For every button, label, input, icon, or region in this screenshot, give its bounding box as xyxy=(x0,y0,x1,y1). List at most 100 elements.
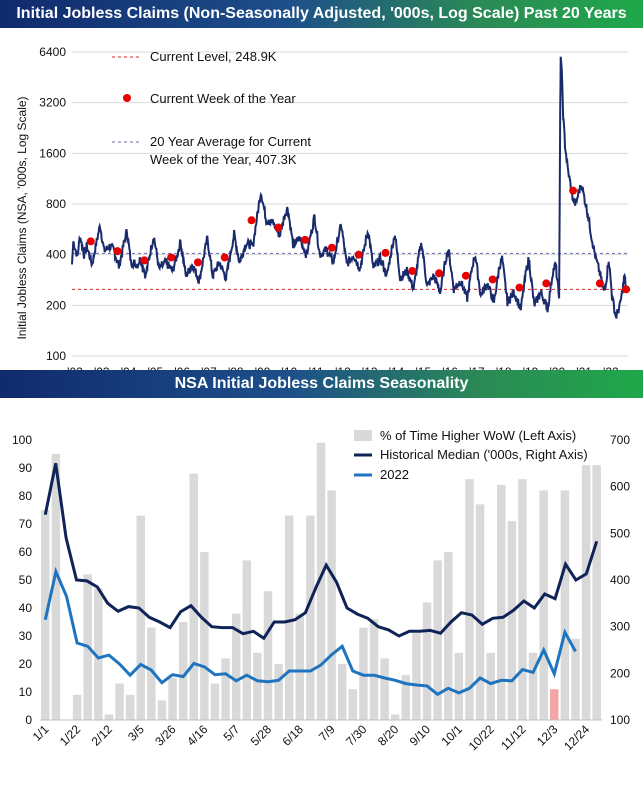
x-tick-label: 10/22 xyxy=(466,722,497,753)
seasonality-bar xyxy=(475,504,485,720)
x-tick-label: '20 xyxy=(549,365,565,373)
current-week-dot xyxy=(569,186,578,195)
current-week-dot xyxy=(488,275,497,284)
y-left-tick-label: 40 xyxy=(19,601,33,615)
seasonality-bar xyxy=(592,465,601,720)
x-tick-label: 1/1 xyxy=(30,722,52,744)
x-tick-label: 6/18 xyxy=(280,722,307,749)
x-tick-label: '15 xyxy=(416,365,432,373)
x-tick-label: 3/26 xyxy=(152,722,179,749)
seasonality-bar xyxy=(327,490,336,720)
current-week-dot xyxy=(327,243,336,252)
jobless-claims-line xyxy=(71,56,628,319)
x-tick-label: '07 xyxy=(201,365,217,373)
y-axis-label: Initial Jobless Claims (NSA, '000s, Log … xyxy=(15,96,29,339)
seasonality-bar xyxy=(507,521,517,720)
seasonality-bar xyxy=(274,664,283,720)
y-left-tick-label: 60 xyxy=(19,545,33,559)
x-tick-label: 10/1 xyxy=(439,722,466,749)
current-week-dot xyxy=(622,285,631,294)
seasonality-bar xyxy=(486,652,495,720)
y-left-tick-label: 10 xyxy=(19,685,33,699)
x-tick-label: 5/28 xyxy=(248,722,275,749)
seasonality-bar xyxy=(497,484,506,720)
seasonality-bar xyxy=(242,560,252,720)
y-right-tick-label: 200 xyxy=(610,666,630,680)
current-week-dot xyxy=(461,271,470,280)
y-left-tick-label: 20 xyxy=(19,657,33,671)
x-tick-label: '09 xyxy=(255,365,271,373)
seasonality-bar xyxy=(295,613,305,720)
legend-dot-label: Current Week of the Year xyxy=(150,91,296,106)
current-week-dot xyxy=(542,279,551,288)
x-tick-label: '12 xyxy=(335,365,351,373)
chart2-title: NSA Initial Jobless Claims Seasonality xyxy=(0,370,643,398)
x-tick-label: '21 xyxy=(576,365,592,373)
x-tick-label: '03 xyxy=(94,365,110,373)
line-2022 xyxy=(43,566,577,697)
seasonality-bar xyxy=(390,714,400,720)
current-week-dot xyxy=(515,283,524,292)
legend-current-label: Current Level, 248.9K xyxy=(150,49,277,64)
x-tick-label: '17 xyxy=(469,365,485,373)
current-week-dot xyxy=(595,279,604,288)
seasonality-bar xyxy=(581,465,591,720)
seasonality-bar xyxy=(422,602,432,720)
current-week-dot xyxy=(247,216,256,225)
seasonality-bar xyxy=(284,515,294,720)
y-left-tick-label: 70 xyxy=(19,517,33,531)
x-tick-label: 7/30 xyxy=(343,722,370,749)
x-tick-label: 2/12 xyxy=(89,722,116,749)
seasonality-bar xyxy=(539,490,548,720)
x-tick-label: 1/22 xyxy=(57,722,84,749)
y-right-tick-label: 600 xyxy=(610,480,630,494)
seasonality-bar xyxy=(401,675,411,720)
x-tick-label: 9/10 xyxy=(407,722,434,749)
y-tick-label: 800 xyxy=(46,197,66,211)
y-left-tick-label: 100 xyxy=(12,433,32,447)
current-week-dot xyxy=(381,248,390,257)
seasonality-bar xyxy=(454,652,464,720)
seasonality-bar xyxy=(433,560,442,720)
current-week-dot xyxy=(408,266,417,275)
seasonality-bar xyxy=(94,588,103,720)
seasonality-bar xyxy=(465,479,474,720)
y-left-tick-label: 30 xyxy=(19,629,33,643)
x-tick-label: '11 xyxy=(309,365,324,373)
seasonality-bar xyxy=(263,591,273,720)
x-tick-label: 12/3 xyxy=(534,722,561,749)
current-week-dot xyxy=(435,269,444,278)
seasonality-bar xyxy=(560,490,570,720)
y-left-tick-label: 80 xyxy=(19,489,33,503)
y-right-tick-label: 300 xyxy=(610,620,630,634)
seasonality-bar xyxy=(51,454,61,720)
seasonality-bar xyxy=(518,479,527,720)
seasonality-bar xyxy=(444,552,453,720)
y-left-tick-label: 0 xyxy=(25,713,32,727)
seasonality-bar xyxy=(380,658,389,720)
x-tick-label: '22 xyxy=(603,365,619,373)
seasonality-bar xyxy=(115,683,124,720)
y-left-tick-label: 50 xyxy=(19,573,33,587)
legend-bars-label: % of Time Higher WoW (Left Axis) xyxy=(380,428,576,443)
seasonality-bar xyxy=(369,619,379,720)
seasonality-bar xyxy=(316,442,326,720)
seasonality-bar xyxy=(200,552,209,720)
seasonality-bar xyxy=(528,652,538,720)
seasonality-bar xyxy=(337,664,347,720)
seasonality-bar xyxy=(253,652,262,720)
current-week-dot xyxy=(193,258,202,267)
y-right-tick-label: 500 xyxy=(610,526,630,540)
x-tick-label: '05 xyxy=(148,365,164,373)
x-tick-label: 3/5 xyxy=(125,722,147,744)
y-right-tick-label: 100 xyxy=(610,713,630,727)
seasonality-bar xyxy=(104,714,114,720)
current-week-dot xyxy=(86,237,95,246)
seasonality-bar xyxy=(178,622,188,720)
x-tick-label: 5/7 xyxy=(221,722,243,744)
x-tick-label: '06 xyxy=(174,365,190,373)
y-tick-label: 200 xyxy=(46,298,66,312)
seasonality-bar xyxy=(72,694,82,720)
y-tick-label: 400 xyxy=(46,248,66,262)
chart1-title: Initial Jobless Claims (Non-Seasonally A… xyxy=(0,0,643,28)
